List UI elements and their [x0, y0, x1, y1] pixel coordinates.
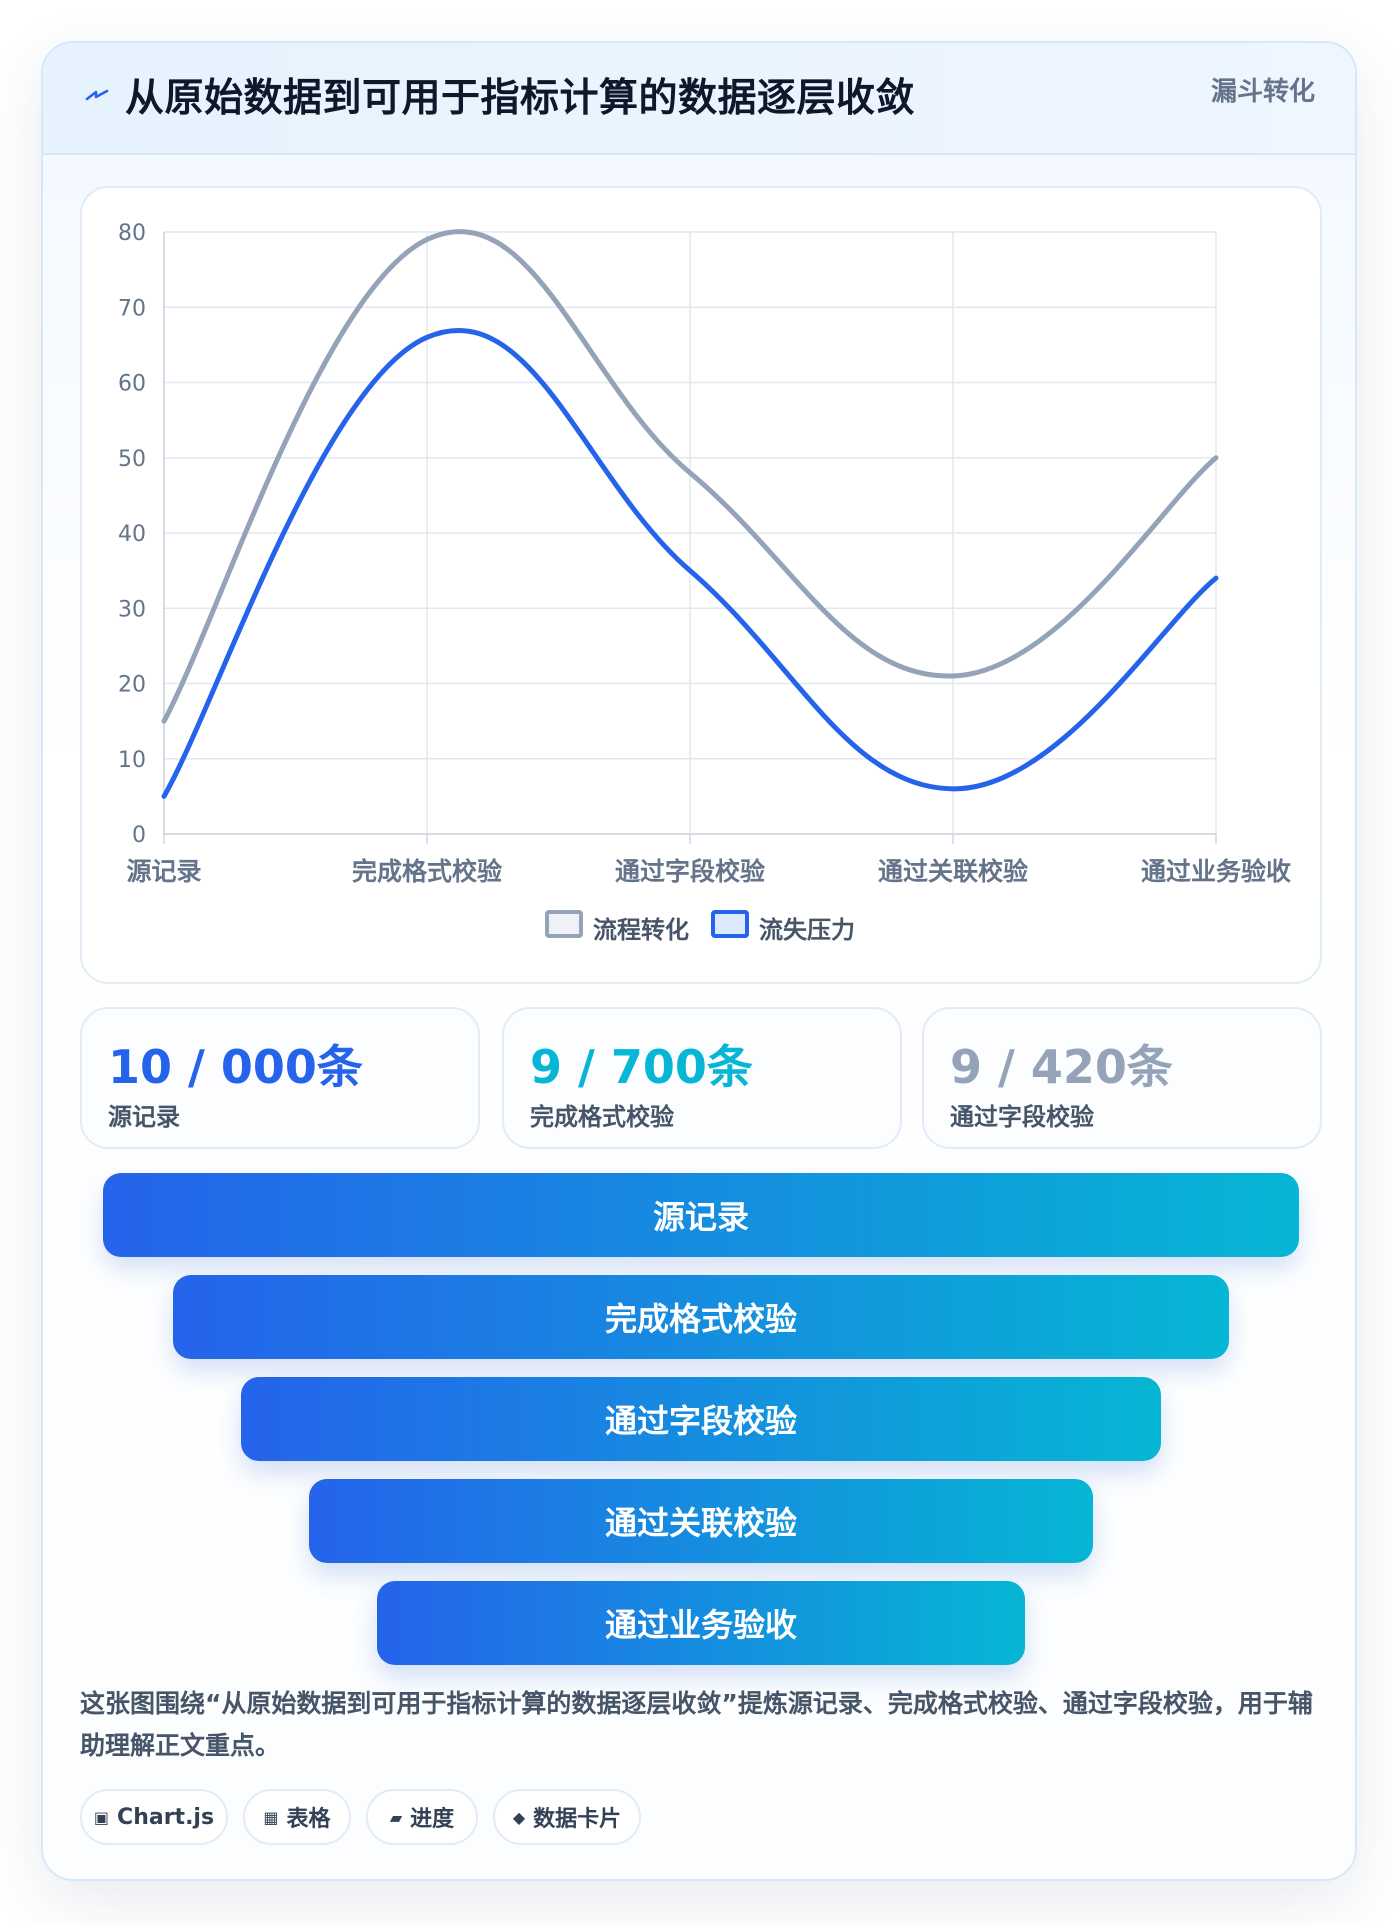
y-tick-label: 80 [118, 221, 146, 246]
chart-icon: ▣ [93, 1807, 110, 1827]
x-tick-label: 完成格式校验 [352, 857, 502, 886]
line-chart: 0 10 20 30 40 50 60 70 80 源记录 完成格式校验 通过字段校验 通过关联校验 通过… [118, 221, 1291, 944]
category-badge: 漏斗转化 [1210, 77, 1315, 107]
page-title: 从原始数据到可用于指标计算的数据逐层收敛 [125, 76, 916, 121]
diamond-icon: ◆ [512, 1807, 526, 1827]
legend-swatch [545, 910, 583, 938]
x-tick-label: 源记录 [126, 857, 201, 886]
funnel-stage-label: 源记录 [652, 1198, 749, 1236]
report-card: 从原始数据到可用于指标计算的数据逐层收敛 漏斗转化 0 10 20 30 40 50 60 7… [41, 41, 1357, 1881]
y-tick-label: 70 [118, 296, 146, 321]
tag-chartjs[interactable]: ▣ Chart.js [80, 1789, 228, 1845]
stat-card: 10 / 000条 源记录 [80, 1007, 480, 1149]
legend-label: 流程转化 [593, 916, 689, 944]
stat-label: 完成格式校验 [530, 1103, 674, 1131]
progress-icon: ▰ [389, 1807, 403, 1827]
tag-label: 进度 [410, 1807, 455, 1832]
tag-label: 数据卡片 [533, 1807, 622, 1832]
funnel-stage-label: 通过业务验收 [604, 1606, 797, 1644]
legend-label: 流失压力 [759, 916, 855, 944]
funnel-stage: 通过关联校验 [309, 1479, 1093, 1563]
y-tick-label: 50 [118, 447, 146, 472]
funnel-stage-label: 通过字段校验 [604, 1402, 797, 1440]
y-tick-label: 40 [118, 522, 146, 547]
stat-label: 通过字段校验 [950, 1103, 1094, 1131]
line-chart-panel: 0 10 20 30 40 50 60 70 80 源记录 完成格式校验 通过字段校验 通过关联校验 通过… [80, 186, 1322, 984]
funnel-stage: 完成格式校验 [173, 1275, 1229, 1359]
lightning-icon [85, 89, 109, 101]
stat-value: 9 / 420条 [950, 1040, 1173, 1094]
tag-label: Chart.js [117, 1804, 215, 1830]
x-tick-label: 通过业务验收 [1141, 857, 1291, 886]
series-line-churn-pressure [161, 328, 1219, 799]
tag-data-card[interactable]: ◆ 数据卡片 [493, 1789, 641, 1845]
funnel-stage-label: 通过关联校验 [604, 1504, 797, 1542]
y-tick-label: 60 [118, 372, 146, 397]
tag-label: 表格 [286, 1807, 331, 1832]
card-header: 从原始数据到可用于指标计算的数据逐层收敛 漏斗转化 [43, 43, 1355, 155]
table-icon: ▦ [263, 1807, 279, 1827]
stat-label: 源记录 [108, 1103, 180, 1131]
chart-description: 这张图围绕“从原始数据到可用于指标计算的数据逐层收敛”提炼源记录、完成格式校验、… [80, 1689, 1313, 1760]
y-tick-label: 10 [118, 748, 146, 773]
x-tick-label: 通过字段校验 [615, 857, 765, 886]
tag-progress[interactable]: ▰ 进度 [366, 1789, 478, 1845]
funnel-stage: 通过字段校验 [241, 1377, 1161, 1461]
stat-value: 9 / 700条 [530, 1040, 753, 1094]
tag-table[interactable]: ▦ 表格 [243, 1789, 351, 1845]
y-tick-label: 0 [132, 823, 146, 848]
y-tick-label: 30 [118, 597, 146, 622]
legend-swatch [711, 910, 749, 938]
funnel-stage-label: 完成格式校验 [604, 1300, 797, 1338]
stat-card: 9 / 700条 完成格式校验 [502, 1007, 902, 1149]
x-tick-label: 通过关联校验 [878, 857, 1028, 886]
stat-value: 10 / 000条 [108, 1040, 363, 1094]
funnel-stage: 通过业务验收 [377, 1581, 1025, 1665]
stat-card: 9 / 420条 通过字段校验 [922, 1007, 1322, 1149]
y-tick-label: 20 [118, 673, 146, 698]
funnel-stage: 源记录 [103, 1173, 1299, 1257]
series-line-flow-conversion [161, 229, 1219, 724]
